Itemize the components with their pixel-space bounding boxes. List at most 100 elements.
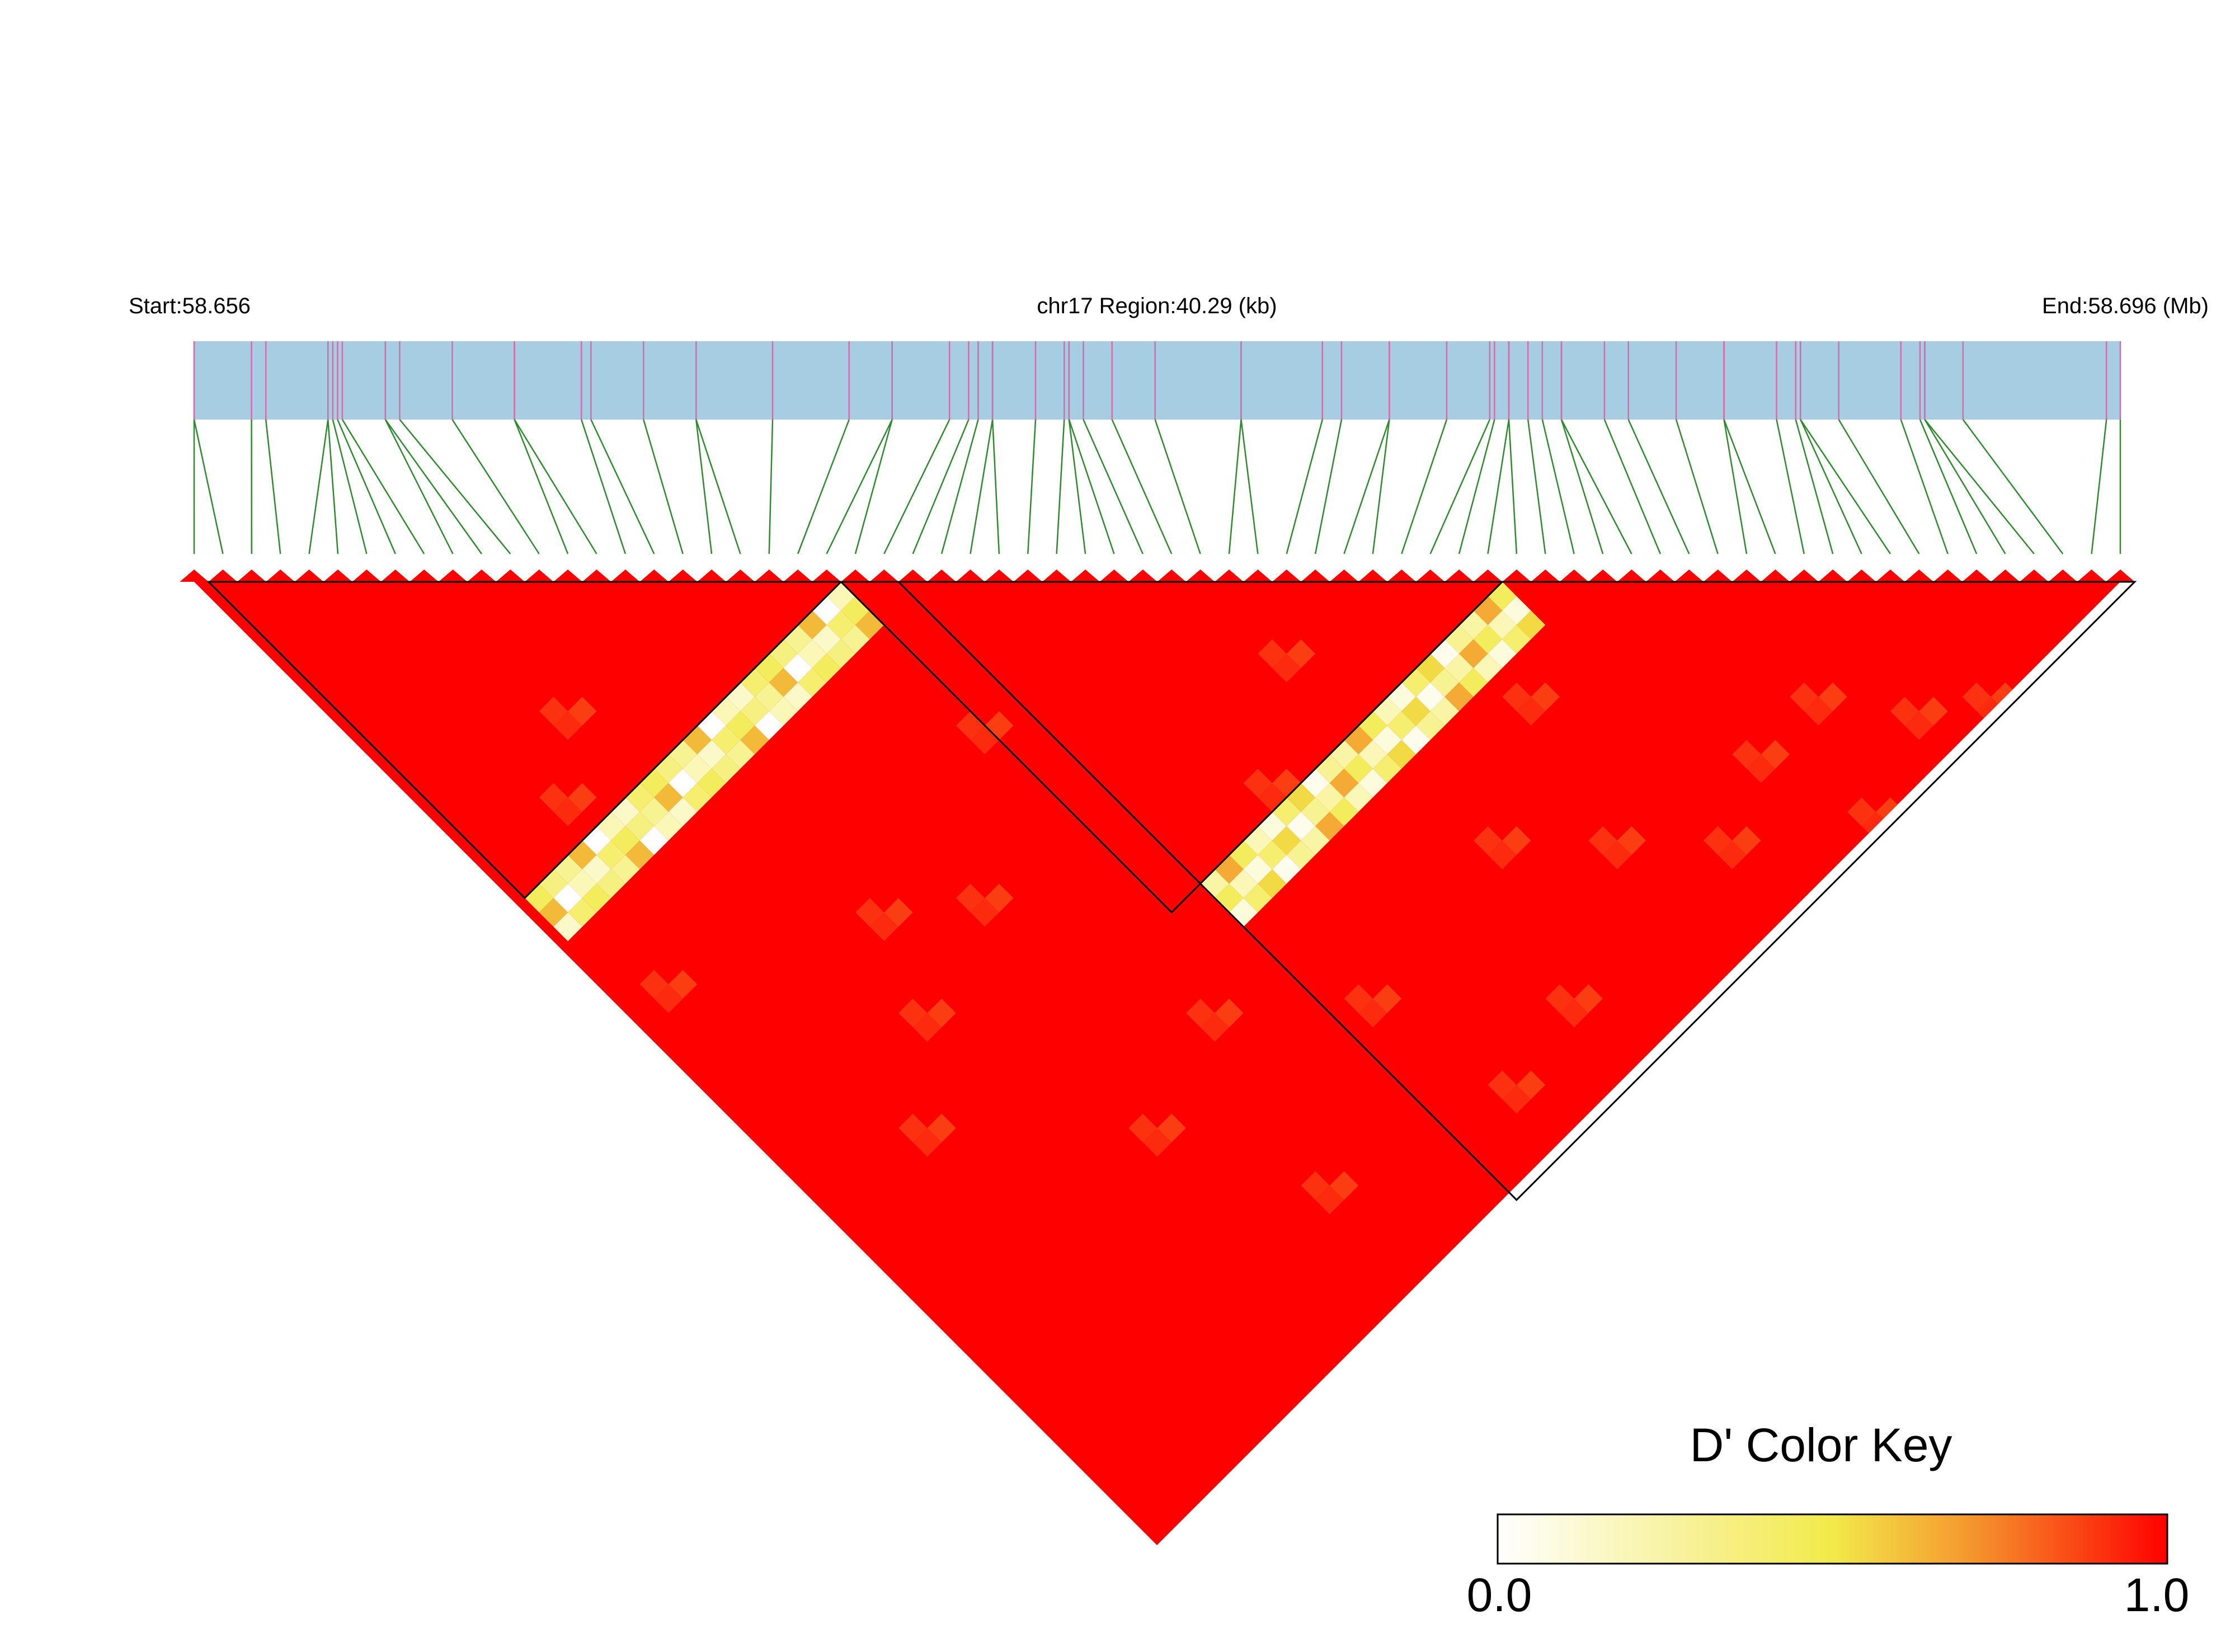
snp-connector-line xyxy=(1027,419,1037,554)
ld-cell xyxy=(1258,639,1287,669)
snp-connector-line xyxy=(1962,419,2064,554)
snp-connector-line xyxy=(1541,419,1575,554)
ld-cell xyxy=(524,883,554,912)
ld-cell xyxy=(1718,840,1747,869)
snp-connector-line xyxy=(1723,419,1748,554)
ld-cell xyxy=(1215,999,1244,1028)
ld-cell xyxy=(1286,840,1316,869)
ld-cell xyxy=(783,682,812,712)
snp-diamond xyxy=(1358,570,1387,582)
snp-connector-line xyxy=(1627,419,1690,554)
snp-connector-line xyxy=(1800,419,1862,554)
ld-cell xyxy=(1459,639,1488,669)
snp-connector-line xyxy=(1675,419,1719,554)
ld-cell xyxy=(1617,826,1646,855)
ld-cell xyxy=(668,797,698,826)
region-track xyxy=(194,341,2120,420)
snp-diamond xyxy=(639,570,669,582)
snp-diamond xyxy=(1646,570,1675,582)
snp-connector-line xyxy=(695,419,713,554)
snp-diamond xyxy=(208,570,238,582)
ld-cell xyxy=(639,797,669,826)
ld-cell xyxy=(1430,696,1460,726)
snp-connector-line xyxy=(1286,419,1323,554)
ld-heatmap xyxy=(194,581,2137,1545)
ld-cell xyxy=(927,999,956,1028)
ld-cell xyxy=(1790,682,1819,712)
snp-connector-line xyxy=(826,419,893,554)
ld-cell xyxy=(869,912,899,942)
snp-diamond xyxy=(410,570,439,582)
snp-connector-line xyxy=(581,419,627,554)
ld-cell xyxy=(553,883,582,912)
snp-diamond xyxy=(755,570,784,582)
ld-cell xyxy=(697,769,726,798)
ld-cell xyxy=(1344,783,1373,812)
ld-cell xyxy=(740,725,769,755)
ld-cell xyxy=(711,754,741,783)
ld-cell xyxy=(1301,769,1330,798)
ld-cell xyxy=(1315,783,1344,812)
snp-diamond xyxy=(1761,570,1790,582)
ld-cell xyxy=(1732,826,1761,855)
ld-cell xyxy=(812,625,841,654)
snp-connector-line xyxy=(308,419,329,554)
ld-cell xyxy=(1502,682,1531,712)
ld-cell xyxy=(1904,711,1933,740)
ld-cell xyxy=(755,711,784,740)
snp-connector-line xyxy=(514,419,597,554)
ld-cell xyxy=(1301,826,1330,855)
ld-cell xyxy=(568,783,597,812)
snp-diamond xyxy=(553,570,582,582)
snp-connector-line xyxy=(1111,419,1173,554)
region-label: chr17 Region:40.29 (kb) xyxy=(1037,294,1277,318)
snp-diamond xyxy=(1933,570,1963,582)
ld-cell xyxy=(1157,1113,1186,1143)
ld-cell xyxy=(1243,855,1273,884)
snp-diamond xyxy=(1531,570,1560,582)
snp-connector-line xyxy=(854,419,893,554)
legend-max-label: 1.0 xyxy=(2124,1569,2190,1621)
snp-diamond xyxy=(1732,570,1761,582)
ld-cell xyxy=(769,696,798,726)
ld-cell xyxy=(1372,984,1402,1013)
snp-connector-line xyxy=(384,419,482,554)
snp-diamond xyxy=(1790,570,1819,582)
start-label: Start:58.656 xyxy=(129,294,251,318)
snp-connector-line xyxy=(1800,419,1891,554)
ld-cell xyxy=(1804,696,1833,726)
ld-cell xyxy=(1761,740,1790,769)
snp-diamond xyxy=(1099,570,1129,582)
ld-cell xyxy=(1301,1171,1330,1200)
ld-cell xyxy=(1603,840,1632,869)
snp-connector-line xyxy=(1154,419,1201,554)
ld-cell xyxy=(1502,1085,1531,1114)
snp-diamond xyxy=(1962,570,1991,582)
snp-diamond xyxy=(1502,570,1531,582)
snp-connector-line xyxy=(1560,419,1632,554)
ld-cell xyxy=(1401,696,1431,726)
snp-connector-line xyxy=(1603,419,1661,554)
ld-cell xyxy=(1746,754,1776,783)
ld-cell xyxy=(1876,797,1905,826)
ld-cell xyxy=(1258,840,1287,869)
ld-cell xyxy=(1516,696,1546,726)
snp-connector-line xyxy=(1924,419,2006,554)
snp-diamond xyxy=(869,570,899,582)
ld-cell xyxy=(1358,999,1387,1028)
ld-cell xyxy=(1531,682,1560,712)
snp-connector-line xyxy=(643,419,684,554)
ld-cell xyxy=(668,969,698,999)
snp-diamond xyxy=(1329,570,1359,582)
ld-cell xyxy=(812,653,841,683)
snp-diamond xyxy=(1473,570,1503,582)
snp-diamond xyxy=(1301,570,1330,582)
snp-connector-line xyxy=(797,419,850,554)
ld-cell xyxy=(1229,869,1258,898)
ld-cell xyxy=(582,855,611,884)
snp-connector-line xyxy=(768,419,774,554)
ld-cell xyxy=(956,883,985,912)
ld-cell xyxy=(1502,826,1531,855)
ld-cell xyxy=(1473,625,1503,654)
snp-connector-line xyxy=(514,419,569,554)
